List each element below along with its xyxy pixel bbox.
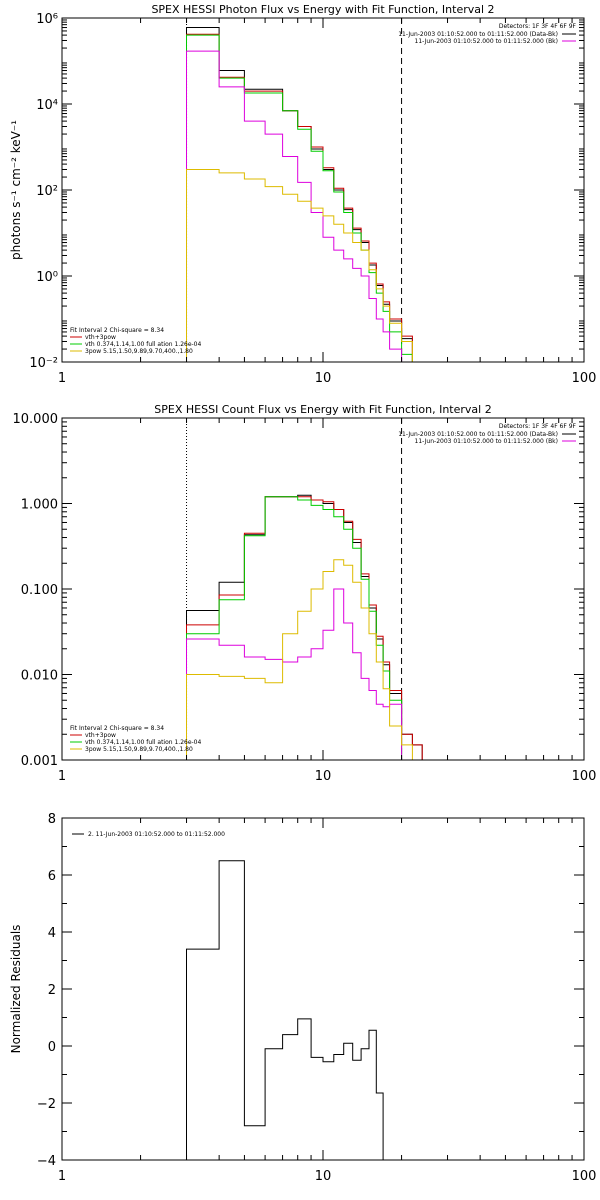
- y-tick-label: 10²: [36, 184, 58, 199]
- y-tick-label: −4: [37, 1154, 56, 1169]
- series-red-line: [186, 33, 413, 362]
- y-tick-label: 10⁻²: [29, 356, 58, 371]
- x-tick-label: 100: [572, 1169, 597, 1184]
- legend-label: vth 0.374,1.14,1.00 full ation 1.26e-04: [85, 739, 201, 746]
- y-tick-label: 0.100: [21, 583, 58, 598]
- chart-panel-2: SPEX HESSI Count Flux vs Energy with Fit…: [13, 403, 597, 784]
- y-tick-label: 10.000: [13, 412, 59, 427]
- x-tick-label: 10: [315, 371, 332, 386]
- detectors-label: Detectors: 1F 3F 4F 6F 9F: [499, 423, 577, 430]
- y-tick-label: 6: [48, 869, 56, 884]
- series-green-line: [186, 496, 413, 760]
- x-tick-label: 100: [572, 769, 597, 784]
- header-entry-label: 11-Jun-2003 01:10:52.000 to 01:11:52.000…: [398, 31, 558, 38]
- x-tick-label: 1: [58, 1169, 66, 1184]
- series-magenta-line: [186, 50, 413, 362]
- data-layer: [186, 860, 384, 1160]
- chart-panel-3: 1 10 100 −4 −2 0 2 4 6 8 Normalized Residuals 2. 11…: [9, 812, 596, 1184]
- x-tick-label: 1: [58, 769, 66, 784]
- y-tick-label: 1.000: [21, 498, 58, 513]
- series-magenta-line: [186, 588, 403, 760]
- y-axis-label: photons s⁻¹ cm⁻² keV⁻¹: [9, 120, 23, 260]
- header-entry-label: 11-Jun-2003 01:10:52.000 to 01:11:52.000…: [415, 438, 558, 445]
- y-tick-label: 0.001: [21, 754, 58, 769]
- x-tick-label: 10: [315, 769, 332, 784]
- legend-label: 2. 11-Jun-2003 01:10:52.000 to 01:11:52.…: [88, 831, 225, 838]
- y-tick-label: −2: [37, 1097, 56, 1112]
- fit-label: Fit Interval 2 Chi-square = 8.34: [70, 327, 164, 334]
- data-layer: [186, 418, 423, 760]
- x-tick-label: 10: [315, 1169, 332, 1184]
- series-red-line: [186, 496, 423, 760]
- y-tick-label: 10⁰: [36, 270, 58, 285]
- header-entry-label: 11-Jun-2003 01:10:52.000 to 01:11:52.000…: [398, 431, 558, 438]
- legend-label: vth+3pow: [85, 334, 116, 341]
- header-entry-label: 11-Jun-2003 01:10:52.000 to 01:11:52.000…: [415, 38, 558, 45]
- y-tick-label: 0: [48, 1040, 56, 1055]
- chart-title: SPEX HESSI Photon Flux vs Energy with Fi…: [151, 3, 494, 16]
- detectors-label: Detectors: 1F 3F 4F 6F 9F: [499, 23, 577, 30]
- chart-panel-1: SPEX HESSI Photon Flux vs Energy with Fi…: [9, 3, 596, 386]
- legend-label: vth+3pow: [85, 732, 116, 739]
- y-axis-label: Normalized Residuals: [9, 925, 23, 1054]
- y-tick-label: 0.010: [21, 669, 58, 684]
- x-tick-label: 1: [58, 371, 66, 386]
- legend-label: 3pow 5.15,1.50,9.89,9.70,400.,1.80: [85, 348, 193, 355]
- fit-label: Fit Interval 2 Chi-square = 8.34: [70, 725, 164, 732]
- y-tick-label: 2: [48, 983, 56, 998]
- series-green-line: [186, 34, 413, 362]
- legend-label: vth 0.374,1.14,1.00 full ation 1.26e-04: [85, 341, 201, 348]
- x-tick-label: 100: [572, 371, 597, 386]
- data-layer: [186, 18, 413, 362]
- series-yellow-line: [186, 559, 413, 760]
- y-tick-label: 10⁶: [36, 12, 58, 27]
- y-tick-label: 8: [48, 812, 56, 827]
- y-tick-label: 4: [48, 926, 56, 941]
- chart-title: SPEX HESSI Count Flux vs Energy with Fit…: [154, 403, 491, 416]
- y-tick-label: 10⁴: [36, 98, 58, 113]
- series-yellow-line: [186, 169, 413, 362]
- series-black-line: [186, 860, 384, 1160]
- legend-label: 3pow 5.15,1.50,9.89,9.70,400.,1.80: [85, 746, 193, 753]
